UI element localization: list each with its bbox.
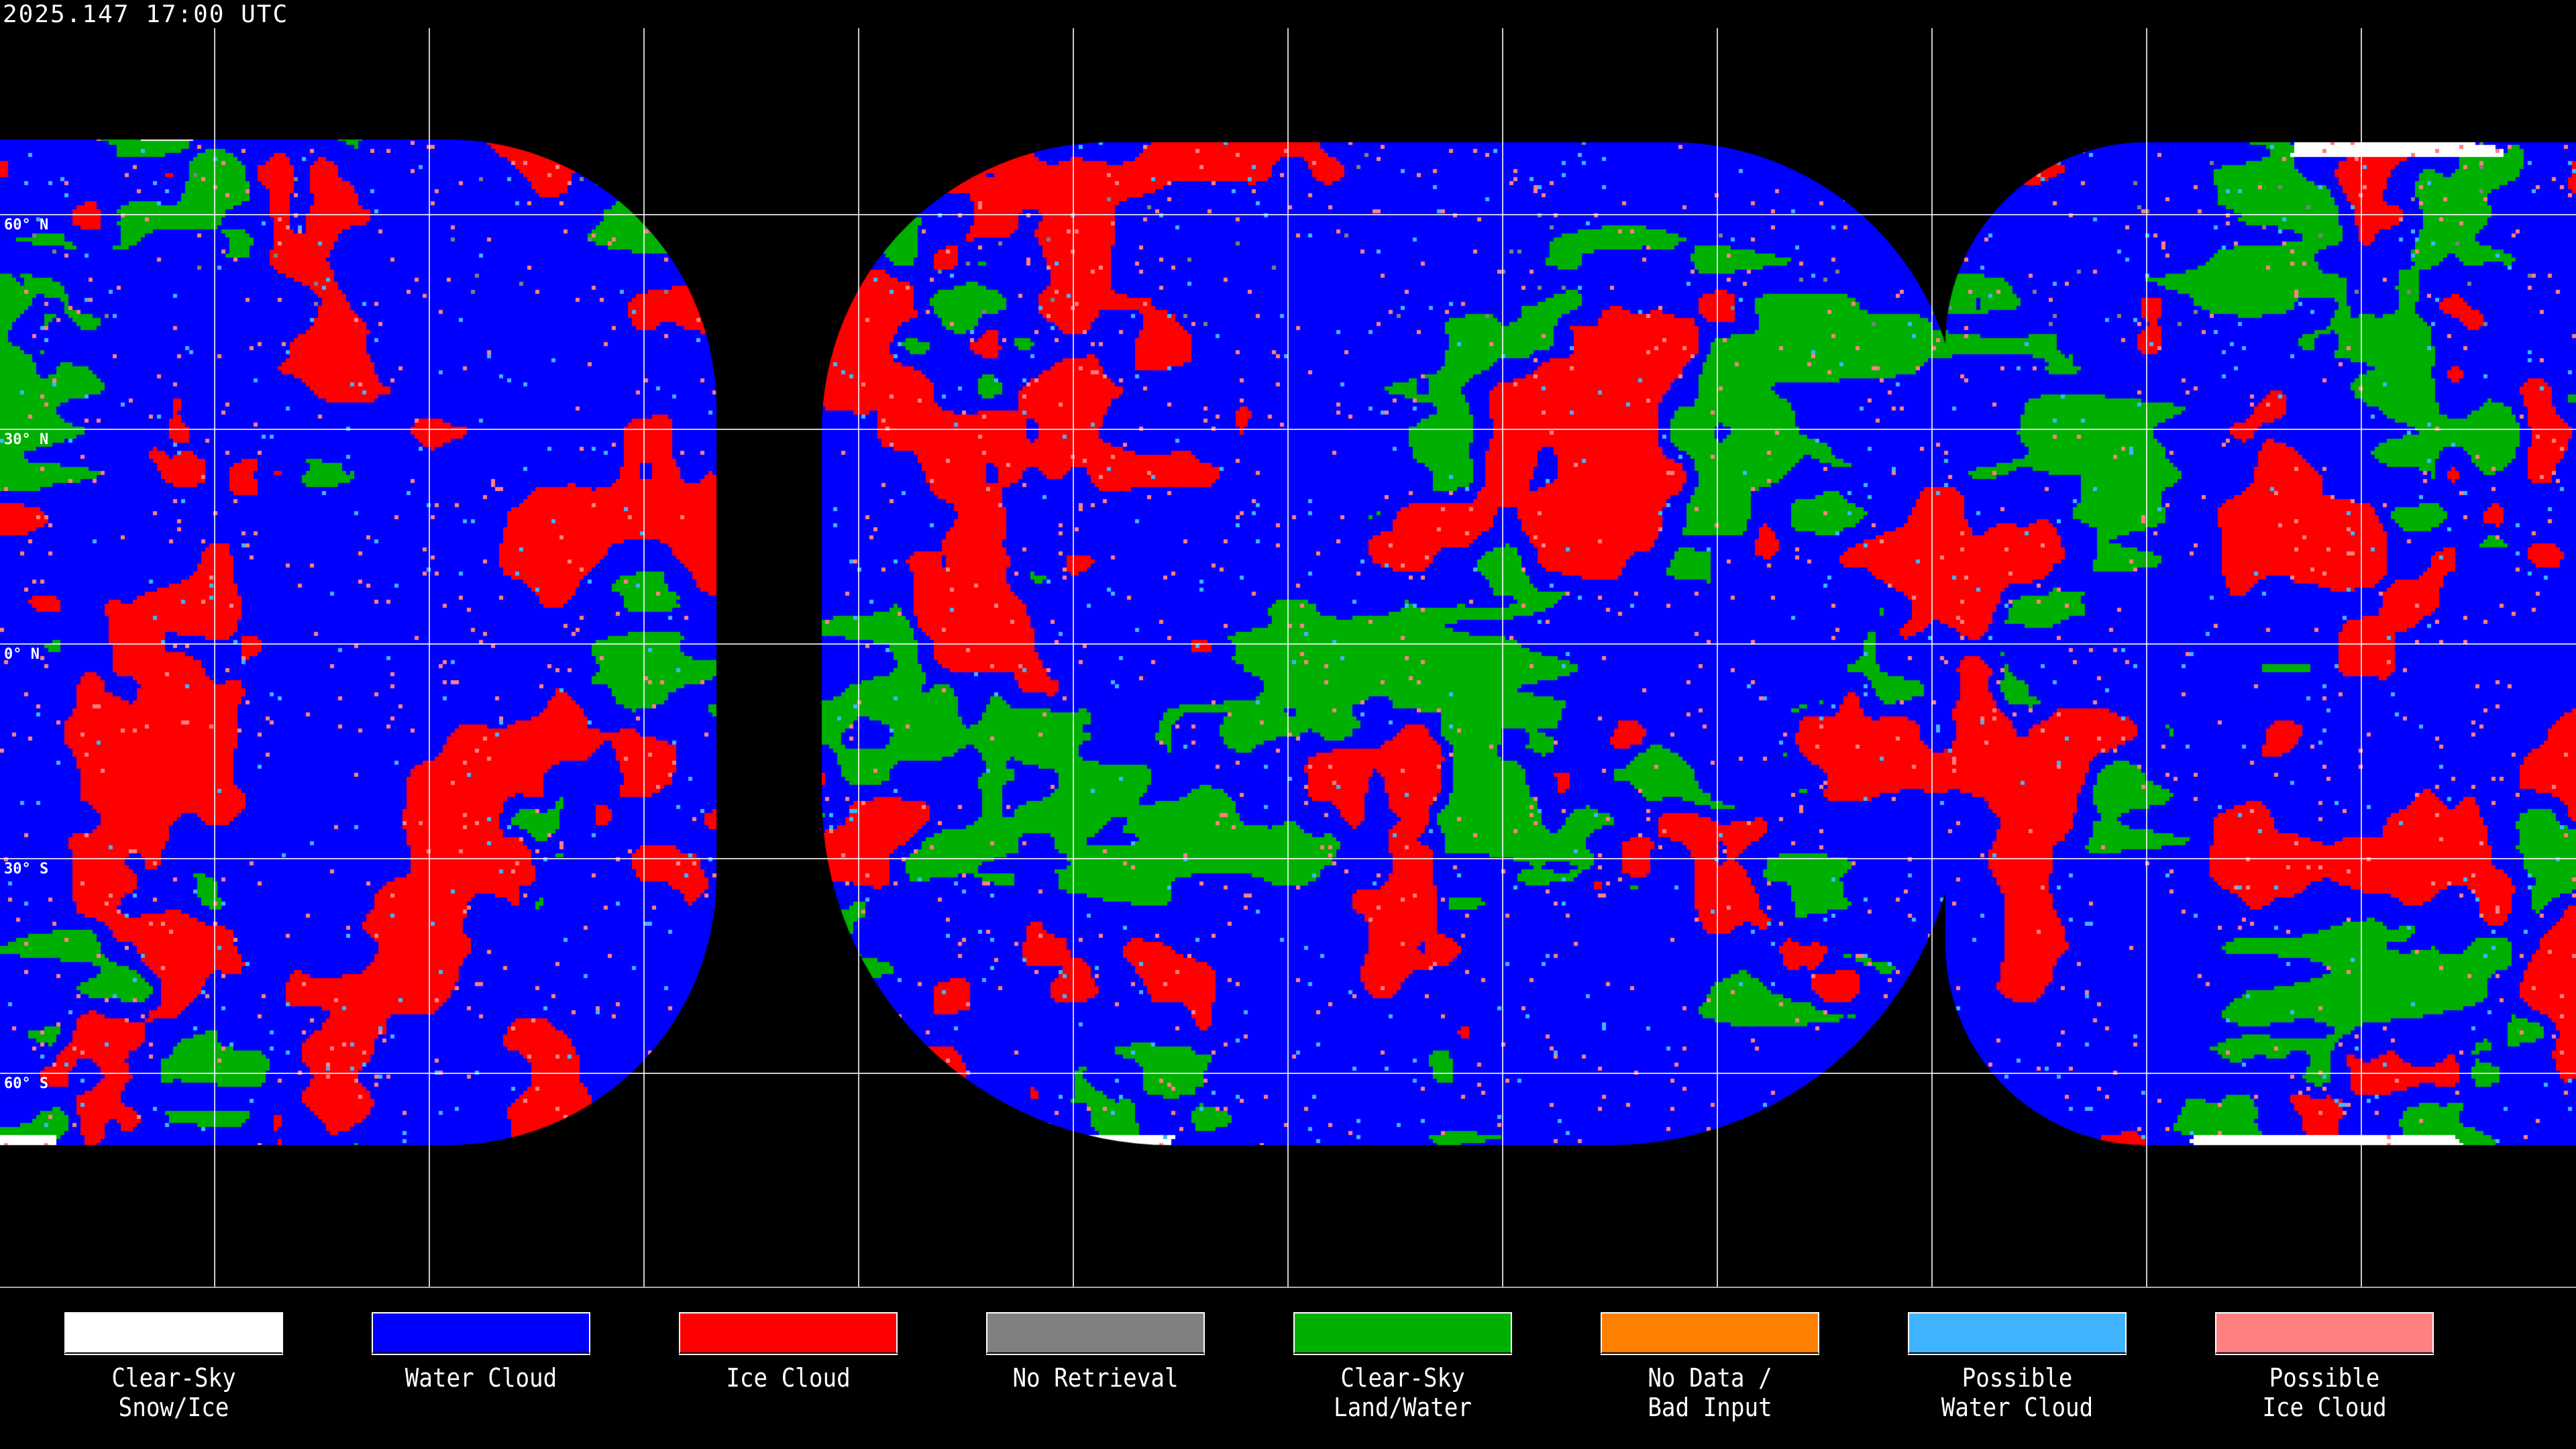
legend: Clear-Sky Snow/Ice Water Cloud Ice Cloud… [0,1288,2576,1449]
legend-item-no-data: No Data / Bad Input [1601,1312,1819,1422]
legend-swatch [1908,1312,2127,1354]
legend-divider [0,1287,2576,1288]
legend-label: Possible Ice Cloud [2262,1363,2387,1422]
legend-item-water-cloud: Water Cloud [372,1312,590,1393]
lat-label-30s: 30° S [4,861,49,877]
lat-label-0n: 0° N [4,646,40,663]
legend-swatch [679,1312,898,1354]
lat-label-60s: 60° S [4,1075,49,1092]
legend-item-no-retrieval: No Retrieval [986,1312,1205,1393]
timestamp-label: 2025.147 17:00 UTC [3,1,289,28]
legend-item-possible-ice-cloud: Possible Ice Cloud [2215,1312,2434,1422]
legend-label: Ice Cloud [726,1363,851,1393]
cloud-phase-map: 2025.147 17:00 UTC 60° N 30° N 0° N 30° … [0,0,2576,1288]
lat-label-60n: 60° N [4,217,49,233]
legend-swatch [372,1312,590,1354]
lat-label-30n: 30° N [4,431,49,448]
legend-label: No Retrieval [1012,1363,1179,1393]
legend-label: Clear-Sky Land/Water [1334,1363,1472,1422]
legend-label: Possible Water Cloud [1941,1363,2094,1422]
legend-label: No Data / Bad Input [1648,1363,1772,1422]
legend-item-ice-cloud: Ice Cloud [679,1312,898,1393]
legend-swatch [64,1312,283,1354]
legend-item-possible-water-cloud: Possible Water Cloud [1908,1312,2127,1422]
legend-label: Clear-Sky Snow/Ice [111,1363,236,1422]
lat-lon-grid [0,28,2576,1288]
legend-swatch [2215,1312,2434,1354]
legend-swatch [1601,1312,1819,1354]
legend-item-clear-sky-land-water: Clear-Sky Land/Water [1293,1312,1512,1422]
legend-swatch [986,1312,1205,1354]
legend-swatch [1293,1312,1512,1354]
legend-label: Water Cloud [405,1363,557,1393]
legend-item-clear-sky-snow-ice: Clear-Sky Snow/Ice [64,1312,283,1422]
